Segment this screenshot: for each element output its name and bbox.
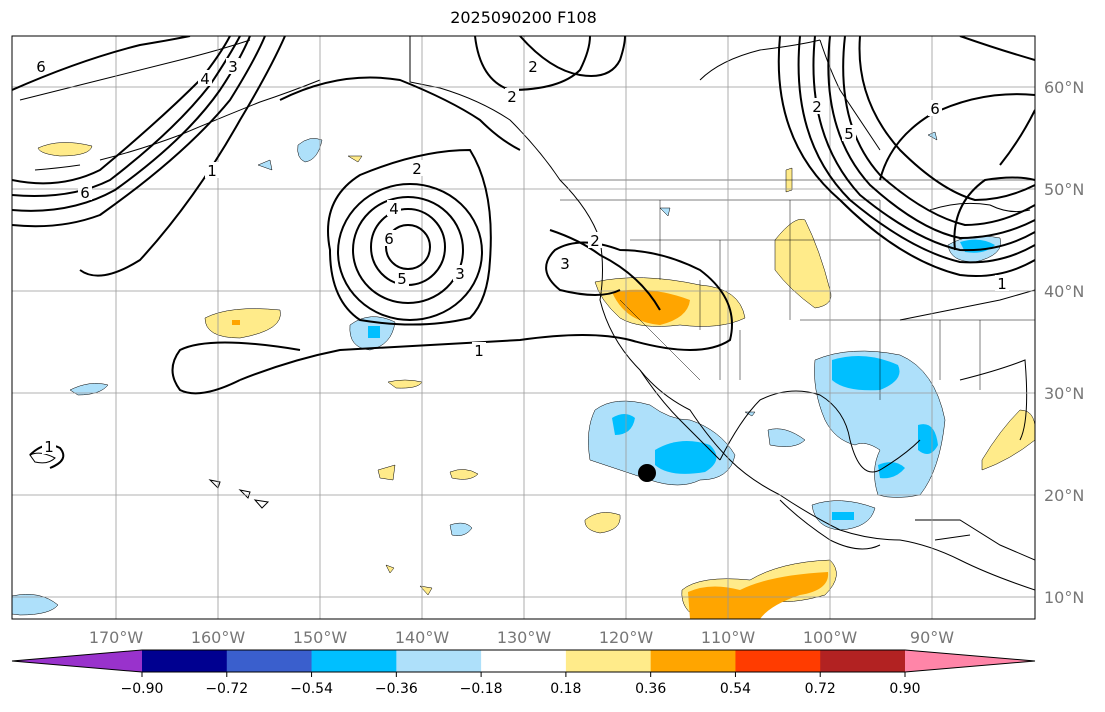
contour-label: 3 — [455, 265, 465, 283]
colorbar-cell — [650, 650, 736, 672]
colorbar-tick-label: −0.54 — [290, 681, 333, 697]
anomaly-pos-6 — [584, 512, 621, 534]
lat-label: 20°N — [1044, 486, 1084, 505]
anomaly-pos-4 — [377, 464, 396, 481]
contour-label: 1 — [44, 438, 54, 456]
gridlines — [12, 36, 1035, 619]
contour-label: 1 — [207, 162, 217, 180]
colorbar-extend-high — [905, 650, 1035, 672]
colorbar-tick-label: −0.36 — [375, 681, 418, 697]
anomaly-pos-2 — [204, 308, 281, 339]
lon-label: 100°W — [803, 628, 858, 647]
contour-label: 2 — [812, 98, 822, 116]
contour-label: 1 — [474, 342, 484, 360]
lat-axis-labels: 60°N 50°N 40°N 30°N 20°N 10°N — [1044, 78, 1084, 607]
map-title: 2025090200 F108 — [450, 8, 597, 27]
colorbar-cell — [735, 650, 821, 672]
anomaly-neg-6 — [12, 594, 59, 616]
contour-label: 6 — [930, 100, 940, 118]
anomaly-pos-3 — [387, 379, 423, 389]
colorbar-tick-label: 0.72 — [805, 681, 836, 697]
lon-label: 120°W — [599, 628, 654, 647]
anomaly-pos-1 — [37, 142, 93, 157]
contour-label: 6 — [384, 230, 394, 248]
colorbar-cell — [820, 650, 906, 672]
contour-label: 3 — [560, 255, 570, 273]
colorbar: −0.90 −0.72 −0.54 −0.36 −0.18 0.18 0.36 0.54 0.7… — [11, 649, 1036, 697]
anomaly-neg-18 — [927, 131, 938, 141]
anomaly-pos-16 — [347, 155, 363, 163]
contour-label: 4 — [389, 200, 399, 218]
lat-label: 40°N — [1044, 282, 1084, 301]
contour-label: 2 — [507, 88, 517, 106]
storm-center-marker — [638, 464, 656, 482]
plot-frame — [11, 35, 1036, 620]
lon-label: 150°W — [293, 628, 348, 647]
colorbar-cell — [142, 650, 228, 672]
colorbar-cell — [226, 650, 313, 672]
contour-label: 2 — [528, 58, 538, 76]
contour-label: 3 — [228, 58, 238, 76]
lon-label: 110°W — [701, 628, 756, 647]
anomaly-pos-11 — [981, 409, 1035, 471]
coastlines — [19, 36, 1035, 591]
anomaly-pos-15 — [385, 564, 395, 574]
colorbar-extend-low — [12, 650, 142, 672]
lat-label: 10°N — [1044, 588, 1084, 607]
anomaly-neg-5 — [449, 522, 473, 536]
lon-label: 140°W — [395, 628, 450, 647]
contour-label: 2 — [590, 232, 600, 250]
lat-label: 30°N — [1044, 384, 1084, 403]
anomaly-neg-8 — [612, 414, 635, 435]
anomaly-neg-14 — [878, 462, 905, 479]
state-borders — [409, 36, 1035, 400]
anomaly-neg-10 — [767, 428, 806, 447]
contour-label-group: 6 4 3 2 1 6 2 4 6 5 3 2 1 3 2 1 2 5 6 1 — [34, 58, 1009, 456]
anomaly-pos-5 — [449, 469, 479, 480]
anomaly-pos-8 — [612, 289, 690, 325]
shaded-anomalies — [12, 131, 1035, 619]
contour-label: 6 — [36, 58, 46, 76]
contour-label: 5 — [397, 270, 407, 288]
anomaly-neg-13 — [918, 424, 938, 454]
anomaly-pos-14 — [419, 585, 433, 596]
anomaly-neg-19 — [659, 207, 671, 217]
contour-label: 1 — [997, 275, 1007, 293]
lat-label: 50°N — [1044, 180, 1084, 199]
anomaly-neg-7 — [588, 400, 736, 486]
colorbar-cell — [396, 650, 482, 672]
colorbar-cell — [311, 650, 397, 672]
contour-label: 6 — [80, 184, 90, 202]
anomaly-neg-1 — [297, 138, 323, 163]
colorbar-cell — [481, 650, 567, 672]
colorbar-tick-label: 0.90 — [889, 681, 920, 697]
lon-axis-labels: 170°W 160°W 150°W 140°W 130°W 120°W 110°… — [89, 628, 954, 647]
contour-label: 5 — [844, 125, 854, 143]
anomaly-pos-13 — [688, 572, 829, 619]
anomaly-neg-2 — [257, 159, 273, 171]
contour-label: 4 — [200, 70, 210, 88]
anomaly-neg-4 — [69, 383, 109, 396]
lon-label: 160°W — [191, 628, 246, 647]
anomaly-neg-12 — [832, 356, 900, 391]
lat-label: 60°N — [1044, 78, 1084, 97]
colorbar-tick-label: 0.36 — [635, 681, 666, 697]
lon-label: 90°W — [910, 628, 954, 647]
lon-label: 170°W — [89, 628, 144, 647]
colorbar-tick-label: −0.72 — [205, 681, 248, 697]
anomaly-pos-9 — [774, 218, 832, 309]
colorbar-cell — [565, 650, 652, 672]
colorbar-tick-label: 0.18 — [550, 681, 581, 697]
lon-label: 130°W — [497, 628, 552, 647]
contour-label: 2 — [412, 160, 422, 178]
anomaly-neg-9 — [655, 441, 717, 474]
colorbar-tick-label: 0.54 — [720, 681, 751, 697]
colorbar-tick-label: −0.18 — [460, 681, 503, 697]
colorbar-tick-label: −0.90 — [121, 681, 164, 697]
